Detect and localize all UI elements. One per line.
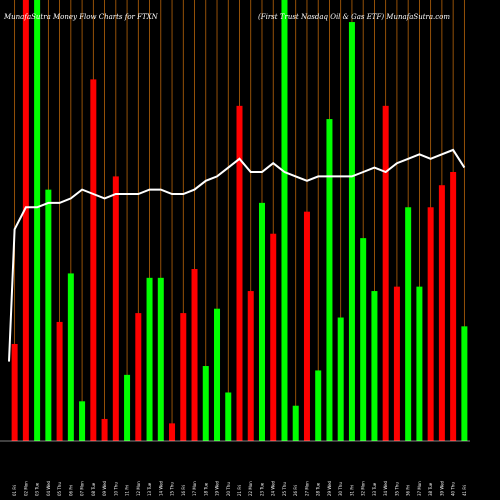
x-tick-label: 41 Fri bbox=[462, 485, 467, 496]
x-tick-label: 26 Fri bbox=[293, 485, 298, 496]
x-tick-label: 12 Mon bbox=[136, 481, 141, 496]
x-axis-labels: 01 Fri 02 Mon 03 Tue 04 Wed 05 Thu 06 Fri 07 M… bbox=[12, 480, 467, 496]
bar-36 bbox=[405, 207, 412, 441]
bar-29 bbox=[326, 119, 333, 441]
x-tick-label: 19 Wed bbox=[215, 480, 220, 496]
x-tick-label: 11 Fri bbox=[125, 485, 130, 496]
bar-5 bbox=[56, 321, 63, 441]
x-tick-label: 14 Wed bbox=[158, 480, 163, 496]
bar-8 bbox=[90, 79, 97, 441]
x-tick-label: 07 Mon bbox=[80, 481, 85, 496]
x-tick-label: 24 Wed bbox=[271, 480, 276, 496]
x-tick-label: 40 Thu bbox=[451, 482, 456, 496]
chart-subtitle: (First Trust Nasdaq Oil & Gas ETF) Munaf… bbox=[258, 13, 450, 21]
x-tick-label: 30 Thu bbox=[338, 482, 343, 496]
x-tick-label: 06 Fri bbox=[68, 485, 73, 496]
bar-25 bbox=[281, 0, 288, 441]
x-tick-label: 37 Mon bbox=[417, 481, 422, 496]
x-tick-label: 05 Thu bbox=[57, 482, 62, 496]
x-tick-label: 16 Fri bbox=[181, 485, 186, 496]
bar-9 bbox=[101, 418, 108, 441]
bar-26 bbox=[292, 405, 299, 441]
x-tick-label: 23 Tue bbox=[259, 482, 264, 496]
bar-4 bbox=[45, 189, 52, 441]
money-flow-line bbox=[8, 148, 466, 362]
bar-21 bbox=[236, 105, 243, 441]
x-tick-label: 38 Tue bbox=[428, 482, 433, 496]
bar-18 bbox=[202, 366, 209, 441]
x-tick-label: 25 Thu bbox=[282, 482, 287, 496]
bar-27 bbox=[303, 211, 310, 441]
bar-28 bbox=[315, 370, 322, 441]
bar-35 bbox=[393, 286, 400, 441]
bar-1 bbox=[11, 343, 18, 441]
x-tick-label: 18 Tue bbox=[203, 482, 208, 496]
x-tick-label: 13 Tue bbox=[147, 482, 152, 496]
bar-14 bbox=[157, 277, 164, 441]
x-tick-label: 17 Mon bbox=[192, 481, 197, 496]
bar-30 bbox=[337, 317, 344, 441]
bar-37 bbox=[416, 286, 423, 441]
bar-33 bbox=[371, 291, 378, 441]
bar-32 bbox=[360, 238, 367, 441]
bar-22 bbox=[247, 291, 254, 441]
chart-title: MunafaSutra Money Flow Charts for FTXN bbox=[3, 13, 159, 21]
bar-40 bbox=[450, 171, 457, 442]
x-tick-label: 35 Thu bbox=[394, 482, 399, 496]
x-tick-label: 01 Fri bbox=[12, 485, 17, 496]
x-tick-label: 03 Tue bbox=[35, 482, 40, 496]
bar-3 bbox=[34, 0, 41, 441]
bar-31 bbox=[348, 22, 355, 442]
bar-6 bbox=[67, 273, 74, 441]
bars bbox=[11, 0, 468, 442]
x-tick-label: 21 Fri bbox=[237, 485, 242, 496]
bar-13 bbox=[146, 277, 153, 441]
x-tick-label: 39 Wed bbox=[439, 480, 444, 496]
bar-19 bbox=[214, 308, 221, 441]
x-tick-label: 20 Thu bbox=[226, 482, 231, 496]
bar-23 bbox=[258, 202, 265, 441]
bar-12 bbox=[135, 313, 142, 441]
x-tick-label: 09 Wed bbox=[102, 480, 107, 496]
bar-10 bbox=[112, 176, 119, 441]
x-tick-label: 15 Thu bbox=[170, 482, 175, 496]
x-tick-label: 29 Wed bbox=[327, 480, 332, 496]
bar-38 bbox=[427, 207, 434, 441]
x-tick-label: 04 Wed bbox=[46, 480, 51, 496]
x-tick-label: 22 Mon bbox=[248, 481, 253, 496]
bar-39 bbox=[438, 185, 445, 441]
x-tick-label: 27 Mon bbox=[304, 481, 309, 496]
bar-34 bbox=[382, 105, 389, 441]
bar-20 bbox=[225, 392, 232, 441]
x-tick-label: 32 Mon bbox=[361, 481, 366, 496]
bar-16 bbox=[180, 313, 187, 441]
bar-17 bbox=[191, 269, 198, 441]
bar-11 bbox=[124, 374, 131, 441]
x-tick-label: 31 Fri bbox=[349, 485, 354, 496]
x-tick-label: 10 Thu bbox=[113, 482, 118, 496]
x-tick-label: 28 Tue bbox=[316, 482, 321, 496]
bar-24 bbox=[270, 233, 277, 441]
bar-7 bbox=[79, 401, 86, 441]
bar-15 bbox=[169, 423, 176, 441]
bar-41 bbox=[461, 326, 468, 441]
x-tick-label: 33 Tue bbox=[372, 482, 377, 496]
x-tick-label: 02 Mon bbox=[23, 481, 28, 496]
x-tick-label: 34 Wed bbox=[383, 480, 388, 496]
x-tick-label: 36 Fri bbox=[406, 485, 411, 496]
x-tick-label: 08 Tue bbox=[91, 482, 96, 496]
bar-2 bbox=[22, 0, 29, 441]
